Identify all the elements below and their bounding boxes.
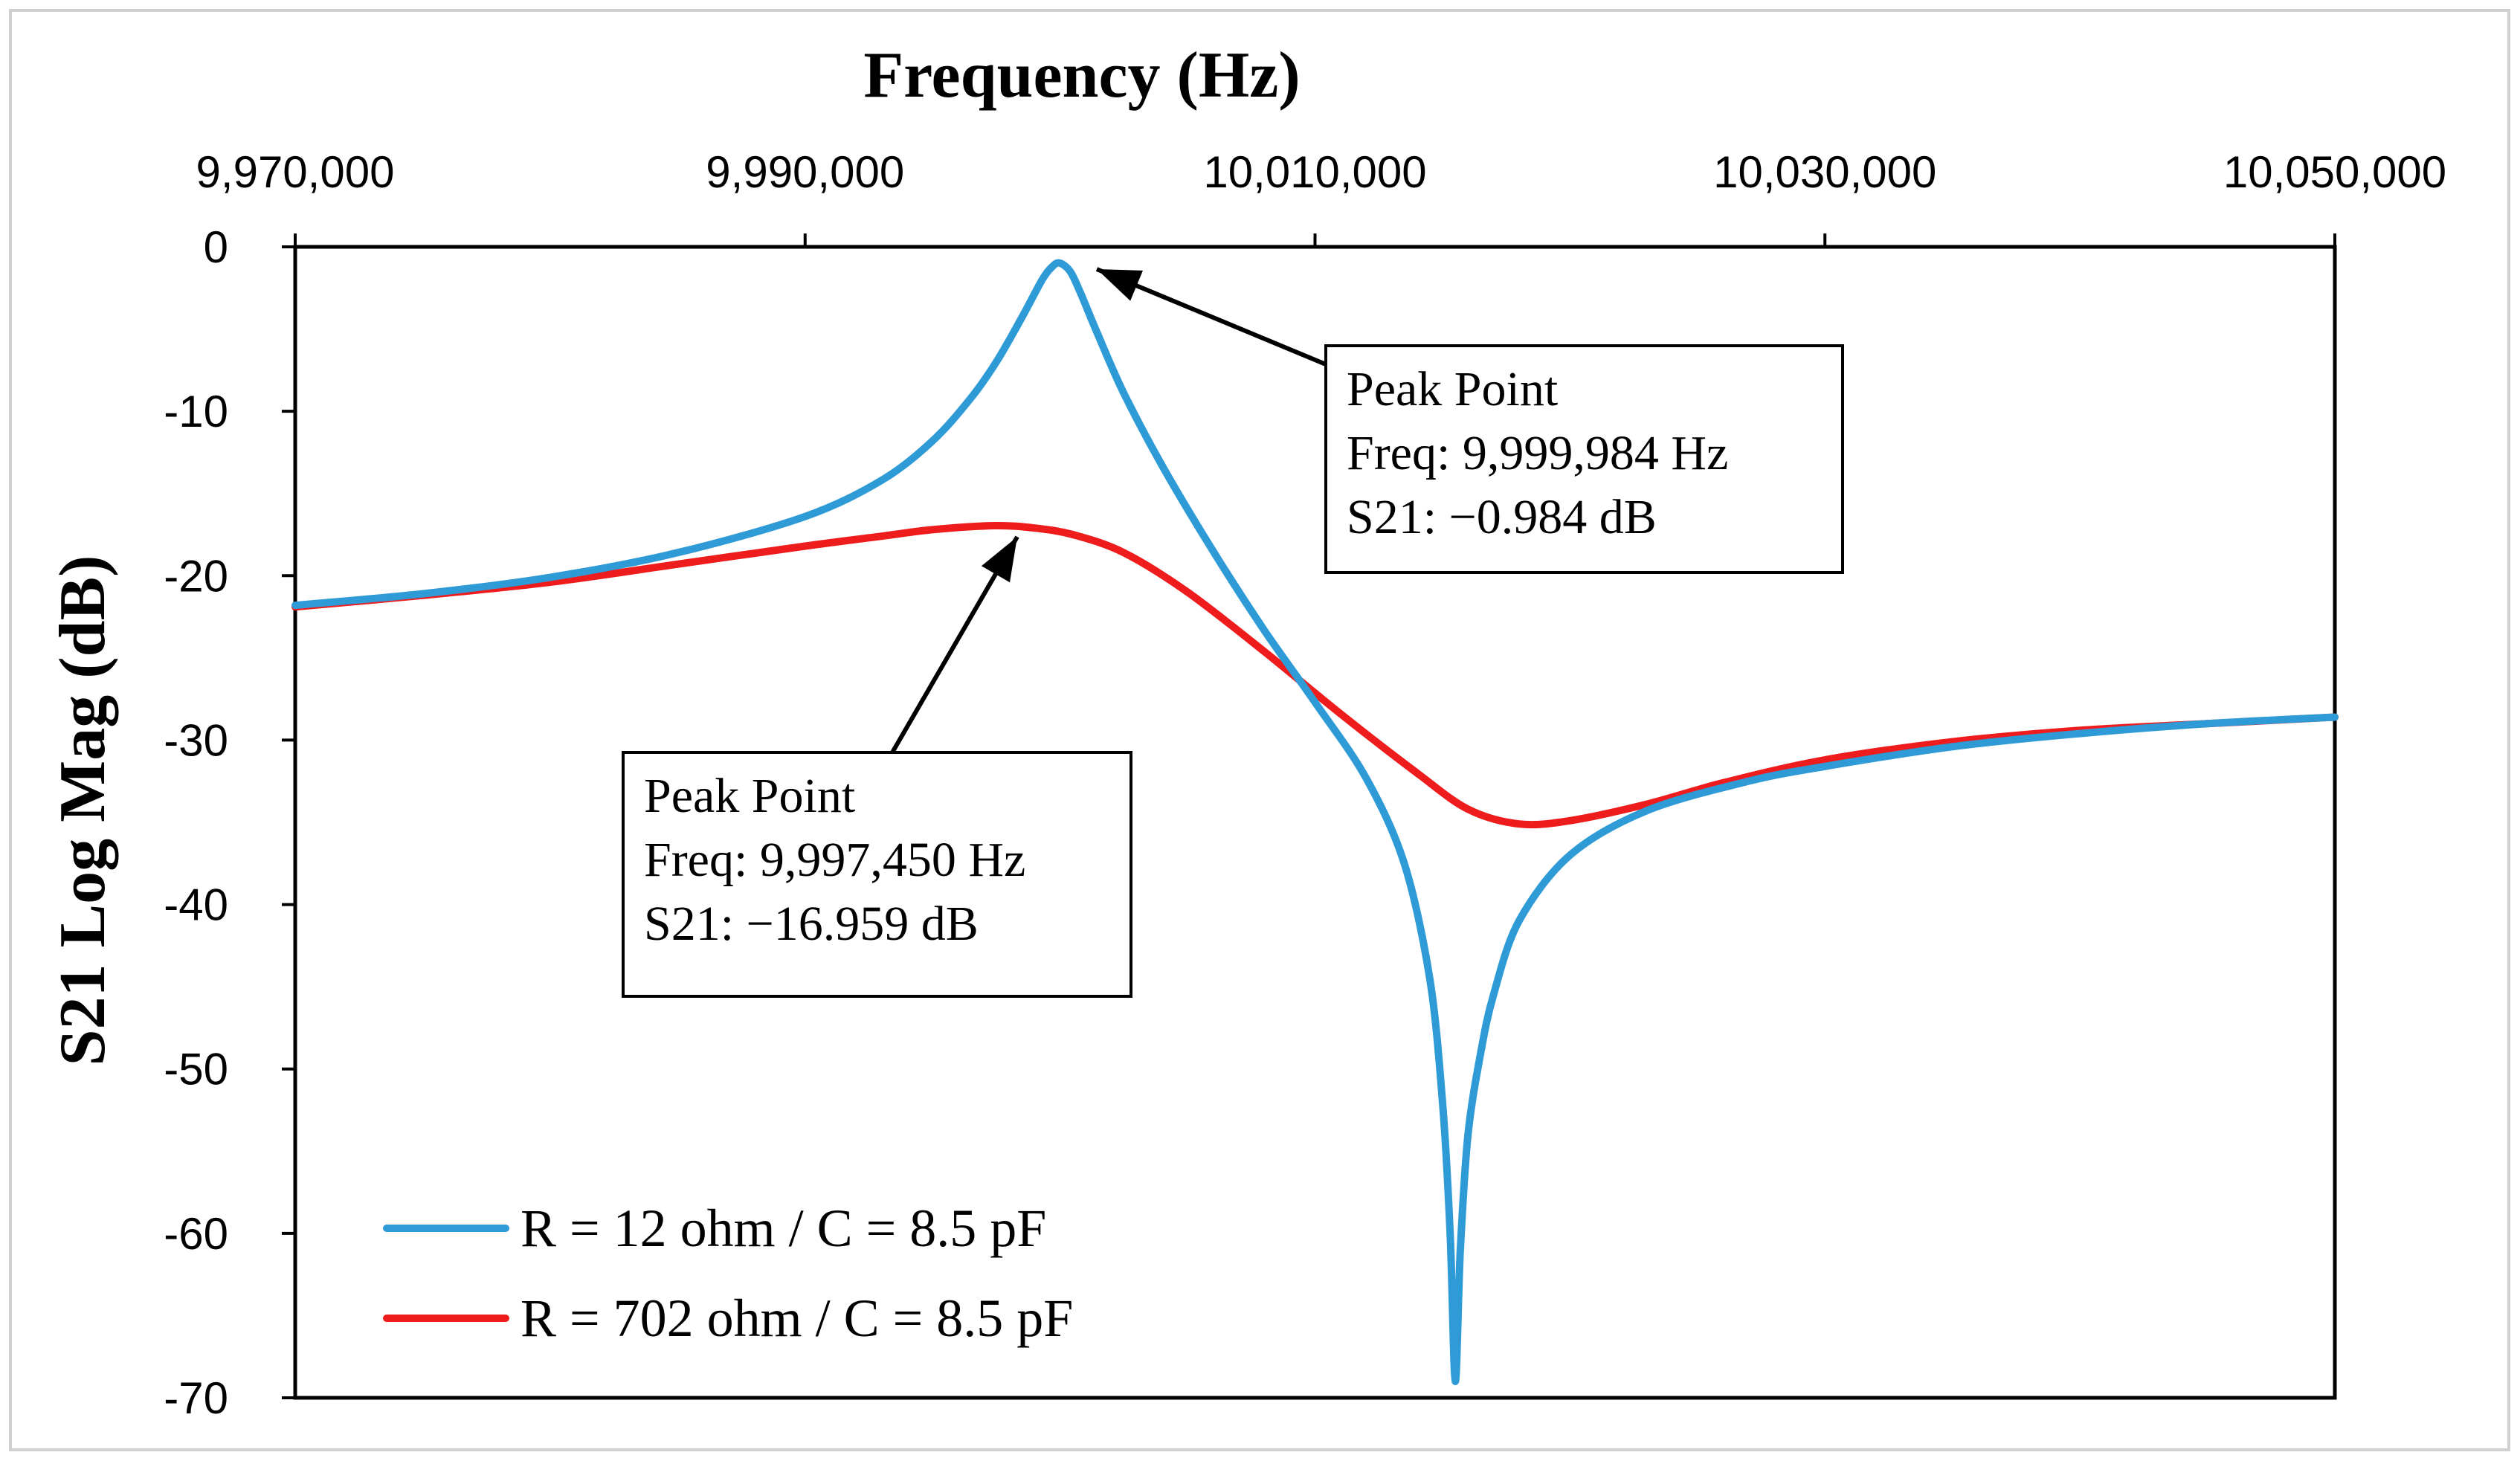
legend: R = 12 ohm / C = 8.5 pF R = 702 ohm / C =…	[383, 1199, 1073, 1348]
legend-label: R = 12 ohm / C = 8.5 pF	[521, 1199, 1046, 1258]
x-tick-label: 9,970,000	[196, 147, 395, 197]
annotation-box	[1324, 344, 1844, 574]
annotation-text-line: S21: −0.984 dB	[1347, 490, 1657, 544]
y-tick-label: 0	[204, 222, 228, 272]
y-tick-label: -50	[164, 1045, 228, 1094]
y-axis-ticks: 0 -10 -20 -30 -40 -50 -60 -70	[164, 222, 295, 1423]
series-line-r702	[291, 521, 2339, 829]
annotation-text-line: Peak Point	[644, 769, 855, 823]
y-tick-label: -20	[164, 551, 228, 601]
annotation-text-line: Peak Point	[1347, 362, 1558, 416]
series-layer	[291, 259, 2339, 1385]
series-line-r12	[291, 259, 2339, 1385]
x-tick-label: 10,010,000	[1203, 147, 1426, 197]
y-tick-label: -60	[164, 1209, 228, 1259]
y-tick-label: -30	[164, 715, 228, 765]
y-tick-label: -10	[164, 387, 228, 436]
annotation-arrowhead	[981, 537, 1017, 583]
annotation-arrowhead	[1097, 269, 1143, 301]
y-tick-label: -70	[164, 1373, 228, 1423]
annotation-text-line: Freq: 9,999,984 Hz	[1347, 426, 1728, 480]
annotation-text-line: S21: −16.959 dB	[644, 897, 979, 951]
x-tick-label: 10,030,000	[1713, 147, 1936, 197]
annotations: Peak Point Freq: 9,999,984 Hz S21: −0.984 …	[622, 267, 1844, 998]
annotation-text-line: Freq: 9,997,450 Hz	[644, 833, 1025, 887]
plot-area	[293, 245, 2337, 1400]
y-tick-label: -40	[164, 880, 228, 930]
x-axis-ticks: 9,970,000 9,990,000 10,010,000 10,030,000 10…	[196, 147, 2446, 247]
chart-frame	[9, 9, 2510, 1451]
annotation-box	[622, 751, 1132, 998]
x-tick-label: 10,050,000	[2223, 147, 2446, 197]
legend-label: R = 702 ohm / C = 8.5 pF	[521, 1289, 1073, 1348]
x-axis-title: Frequency (Hz)	[863, 39, 1300, 112]
x-tick-label: 9,990,000	[706, 147, 904, 197]
y-axis-title: S21 Log Mag (dB)	[47, 555, 119, 1066]
